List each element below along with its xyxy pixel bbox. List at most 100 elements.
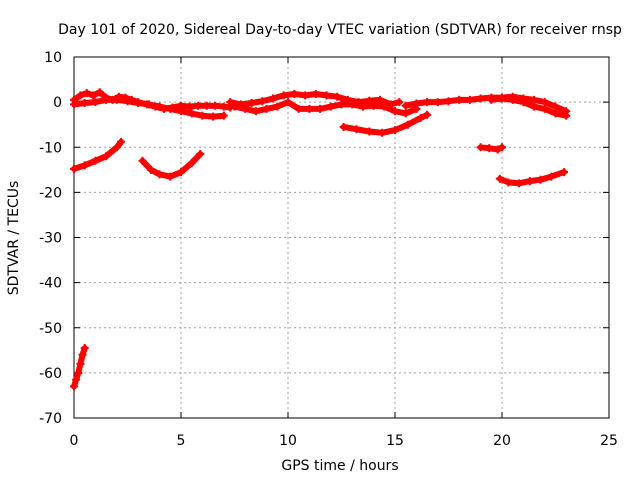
data-point (493, 145, 502, 154)
data-point (102, 152, 111, 161)
data-point (391, 126, 399, 135)
data-point (144, 100, 153, 109)
data-point (262, 104, 271, 113)
data-point (70, 382, 78, 391)
data-point (476, 143, 485, 152)
y-tick-label: -50 (39, 321, 62, 337)
data-point (72, 375, 81, 384)
data-point (80, 161, 89, 170)
data-point (112, 95, 121, 104)
data-point (166, 172, 175, 181)
data-point (166, 104, 175, 113)
data-point (416, 113, 425, 122)
data-point (134, 99, 143, 108)
x-tick-label: 0 (70, 433, 79, 449)
x-tick-label: 25 (600, 433, 618, 449)
data-point (378, 128, 387, 137)
data-point (530, 95, 539, 104)
data-point (247, 99, 256, 108)
data-point (187, 109, 196, 118)
data-point (273, 102, 282, 111)
data-point (226, 98, 235, 107)
data-point (348, 100, 357, 109)
data-point (91, 98, 100, 107)
data-point (326, 102, 335, 111)
data-point (530, 102, 539, 111)
data-point (465, 95, 474, 104)
axis-ticks: 0 5 10 15 20 25 10 0 -10 -20 -30 -40 -50 -60 -70 (39, 50, 618, 449)
data-point (112, 143, 121, 152)
data-point (76, 91, 85, 100)
data-point (540, 98, 549, 107)
data-point (279, 91, 288, 100)
data-point (540, 104, 549, 113)
data-point (551, 102, 560, 111)
data-point (376, 95, 385, 104)
data-point (209, 112, 218, 121)
data-point (202, 101, 211, 110)
data-point (102, 95, 111, 104)
data-point (487, 95, 496, 104)
data-point (95, 88, 104, 97)
data-point (333, 92, 342, 101)
data-point (70, 164, 78, 173)
data-point (412, 99, 421, 108)
x-tick-label: 15 (386, 433, 404, 449)
data-point (82, 89, 91, 98)
data-point (258, 97, 267, 106)
series-track-9 (339, 110, 432, 137)
data-point (560, 168, 569, 177)
data-point (269, 94, 278, 103)
data-point (301, 91, 310, 100)
data-point (515, 179, 524, 188)
series-track-10 (476, 143, 506, 154)
x-tick-label: 5 (177, 433, 186, 449)
data-point (551, 109, 560, 118)
y-tick-label: -30 (39, 231, 62, 247)
data-point (455, 95, 464, 104)
data-point (91, 156, 100, 165)
grid-lines (74, 57, 609, 418)
series-line (477, 144, 505, 153)
x-tick-label: 20 (493, 433, 511, 449)
data-point (241, 104, 250, 113)
y-axis-label: SDTVAR / TECUs (6, 181, 22, 296)
series-track-6 (487, 94, 571, 120)
data-point (196, 150, 205, 159)
data-point (536, 175, 545, 184)
data-point (444, 97, 453, 106)
data-point (358, 102, 367, 111)
data-point (187, 159, 196, 168)
series-track-4 (230, 98, 421, 118)
data-point (401, 109, 410, 118)
data-point (423, 110, 432, 119)
data-point (89, 91, 98, 100)
y-tick-label: 0 (53, 95, 62, 111)
data-point (316, 104, 325, 113)
y-tick-label: -60 (39, 366, 62, 382)
data-point (123, 97, 132, 106)
data-point (504, 178, 513, 187)
data-point (337, 100, 346, 109)
data-point (185, 102, 194, 111)
data-point (219, 111, 228, 120)
data-point (380, 102, 389, 111)
data-point (305, 104, 314, 113)
data-point (562, 111, 571, 120)
data-point (155, 170, 164, 179)
data-point (365, 127, 374, 136)
data-point (194, 101, 203, 110)
data-point (322, 91, 331, 100)
data-point (80, 344, 89, 353)
y-tick-label: -70 (39, 411, 62, 427)
series-track-7 (70, 137, 126, 173)
data-point (525, 177, 534, 186)
data-point (155, 102, 164, 111)
data-point (311, 90, 320, 99)
data-point (433, 98, 442, 107)
y-tick-label: -10 (39, 140, 62, 156)
data-point (352, 125, 361, 134)
data-point (294, 104, 303, 113)
x-tick-label: 10 (279, 433, 297, 449)
